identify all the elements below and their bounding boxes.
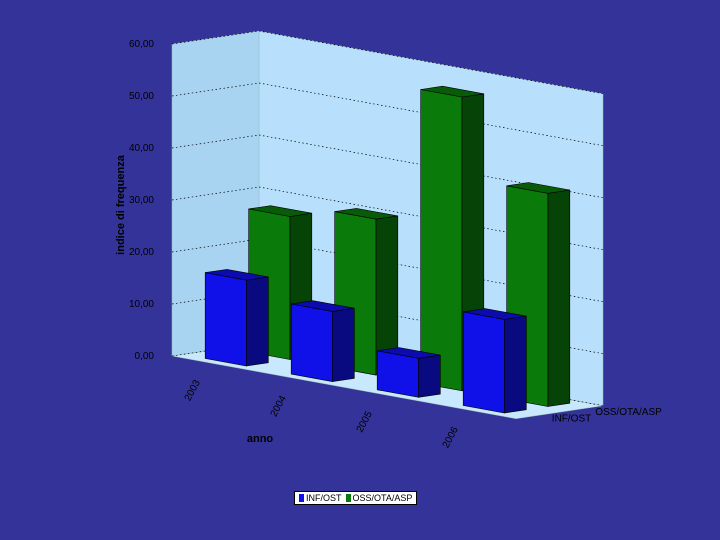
bar	[376, 347, 441, 398]
legend-swatch-oss-ota-asp	[345, 494, 351, 502]
legend-label-inf-ost: INF/OST	[306, 493, 342, 503]
bar-top-face	[248, 205, 312, 217]
y-tick-label: 50,00	[129, 91, 154, 102]
bar-top-face	[463, 308, 527, 320]
bar-top-face	[205, 269, 269, 281]
z-axis-label: OSS/OTA/ASP	[595, 407, 662, 418]
bar-top-face	[420, 85, 484, 98]
bar-front-face	[376, 350, 419, 398]
bar-side-face	[504, 315, 527, 414]
bar-side-face	[246, 276, 269, 367]
chart-legend: INF/OST OSS/OTA/ASP	[294, 491, 418, 505]
y-tick-label: 0,00	[135, 351, 155, 362]
bar	[462, 308, 527, 414]
bar-front-face	[204, 272, 247, 367]
legend-label-oss-ota-asp: OSS/OTA/ASP	[352, 493, 413, 503]
gridline	[171, 82, 604, 147]
gridline	[171, 186, 604, 251]
legend-item-inf-ost: INF/OST	[299, 493, 342, 503]
y-tick-label: 10,00	[129, 299, 154, 310]
bar	[204, 269, 269, 367]
y-axis-title: indice di frequenza	[115, 154, 127, 255]
gridline	[171, 30, 604, 95]
bar-top-face	[377, 347, 441, 359]
bar-top-face	[334, 208, 398, 220]
y-tick-label: 60,00	[129, 39, 154, 50]
bar-front-face	[290, 303, 333, 382]
bar-side-face	[332, 307, 355, 382]
bar-front-face	[420, 89, 463, 392]
x-tick-label: 2003	[183, 378, 203, 403]
bar-side-face	[418, 354, 441, 398]
x-tick-label: 2006	[441, 425, 461, 450]
bar-side-face	[547, 189, 571, 407]
bar-top-face	[506, 182, 570, 194]
bar-front-face	[462, 311, 505, 414]
x-axis-title: anno	[247, 433, 274, 445]
bar	[290, 300, 355, 382]
gridline	[171, 238, 604, 303]
x-tick-label: 2005	[355, 409, 375, 434]
bar-top-face	[291, 300, 355, 312]
legend-item-oss-ota-asp: OSS/OTA/ASP	[345, 493, 413, 503]
z-axis-label: INF/OST	[552, 413, 591, 424]
bar	[506, 182, 571, 407]
y-tick-label: 30,00	[129, 195, 154, 206]
x-tick-label: 2004	[269, 394, 289, 419]
y-tick-label: 40,00	[129, 143, 154, 154]
y-tick-label: 20,00	[129, 247, 154, 258]
gridline	[171, 134, 604, 199]
legend-swatch-inf-ost	[299, 494, 304, 502]
